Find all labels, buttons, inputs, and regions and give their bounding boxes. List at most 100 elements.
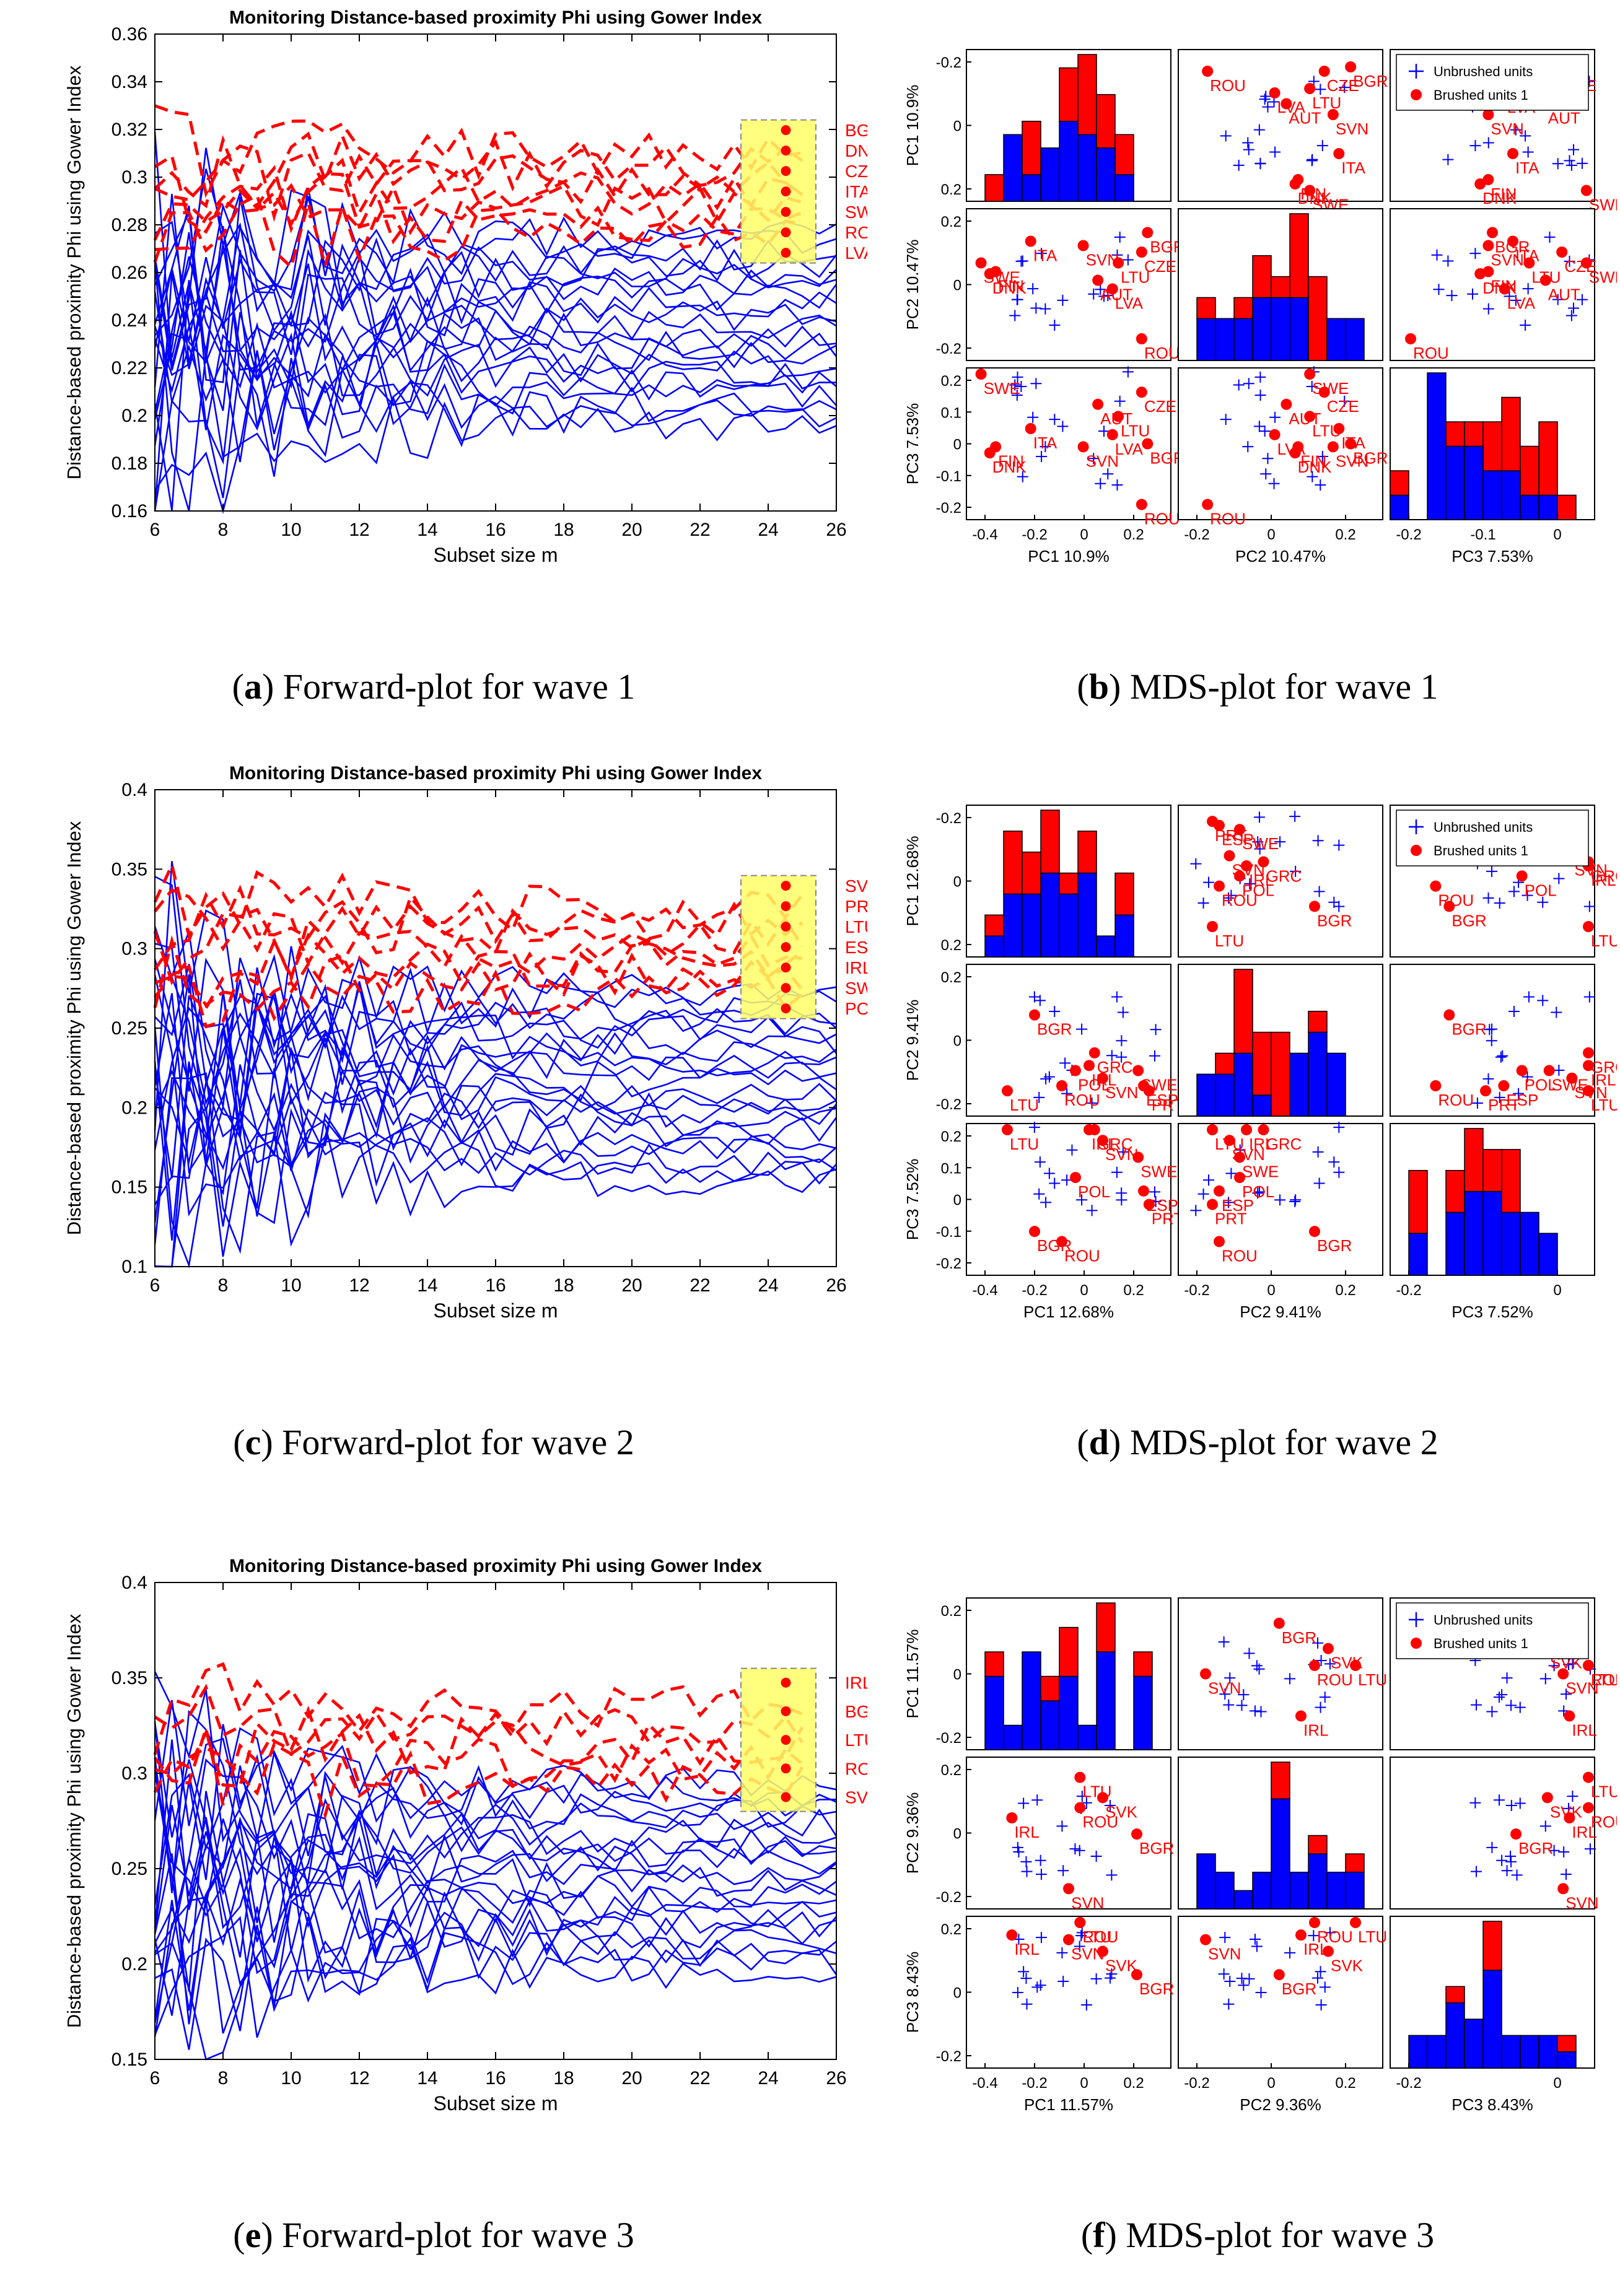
- caption-text: MDS-plot for wave 2: [1121, 1422, 1438, 1462]
- x-tick-label: 8: [218, 1275, 229, 1296]
- brushed-point: [1006, 1929, 1018, 1941]
- brushed-point: [1113, 411, 1124, 422]
- end-label-svn: SVN: [845, 1788, 867, 1807]
- end-label-swe: SWE: [845, 979, 867, 998]
- unbrushed-point: [1150, 1024, 1162, 1036]
- y-tick-label: 0.34: [112, 72, 147, 92]
- unbrushed-point: [1324, 1658, 1336, 1670]
- brushed-point: [1002, 1124, 1013, 1135]
- y-tick-label: 0.4: [121, 780, 147, 800]
- unbrushed-point: [1122, 254, 1134, 266]
- brushed-point: [1088, 1124, 1100, 1135]
- unbrushed-point: [1090, 1851, 1102, 1862]
- brushed-point: [1566, 1072, 1578, 1084]
- brushed-point: [1074, 1771, 1086, 1783]
- unbrushed-point: [1253, 811, 1265, 823]
- end-label-dnk: DNK: [845, 141, 867, 160]
- unbrushed-point: [1036, 248, 1048, 260]
- point-label-pol: POL: [1242, 881, 1274, 899]
- brushed-point: [1138, 1185, 1149, 1197]
- brushed-point: [1136, 333, 1147, 344]
- hist-bar-brushed: [984, 174, 1004, 202]
- unbrushed-point: [1521, 889, 1533, 901]
- unbrushed-point: [1319, 1981, 1331, 1993]
- hist-bar-brushed: [1022, 851, 1041, 895]
- brushed-point: [1070, 1172, 1081, 1184]
- y-tick-label: 0.15: [112, 1177, 147, 1198]
- brushed-point: [1074, 1802, 1086, 1814]
- brushed-point: [1487, 227, 1498, 238]
- unbrushed-point: [1254, 843, 1266, 855]
- hist-bar-unbrushed: [1196, 1073, 1216, 1117]
- unbrushed-point: [1537, 896, 1549, 908]
- unbrushed-point: [1075, 1930, 1087, 1942]
- point-label-swe: SWE: [1312, 379, 1349, 398]
- point-label-esp: ESP: [1146, 1196, 1178, 1215]
- hist-bar-unbrushed: [1077, 872, 1097, 958]
- point-label-ltu: LTU: [1591, 1096, 1617, 1114]
- unbrushed-point: [1036, 450, 1048, 462]
- hist-bar-unbrushed: [1022, 1651, 1041, 1750]
- point-label-ita: ITA: [1341, 159, 1365, 177]
- brushed-point: [1269, 429, 1281, 440]
- point-label-esp: ESP: [1506, 1091, 1538, 1109]
- unbrushed-trajectories: [154, 132, 838, 514]
- unbrushed-point: [1486, 1035, 1497, 1047]
- unbrushed-line: [154, 357, 837, 512]
- hist-bar-unbrushed: [1326, 1872, 1346, 1910]
- unbrushed-point: [1521, 1071, 1533, 1083]
- y-tick-label: 0.4: [121, 1573, 147, 1593]
- y-tick-label: 0.2: [941, 181, 961, 198]
- unbrushed-point: [1088, 453, 1100, 465]
- unbrushed-point: [1290, 865, 1302, 877]
- unbrushed-point: [1558, 1846, 1570, 1857]
- brushed-point: [1295, 1929, 1307, 1941]
- point-label-lva: LVA: [1115, 440, 1144, 458]
- unbrushed-line: [155, 1106, 837, 1268]
- x-tick-label: 6: [150, 2068, 160, 2089]
- brushed-endpoint: [781, 1735, 791, 1745]
- brushed-line: [154, 131, 803, 209]
- unbrushed-point: [1218, 1968, 1230, 1980]
- unbrushed-point: [1584, 1843, 1596, 1855]
- hist-bar-brushed: [1445, 1169, 1465, 1213]
- col-axis-label: PC2 9.41%: [1240, 1303, 1321, 1321]
- brushed-point: [1025, 235, 1036, 247]
- brushed-point: [1580, 257, 1592, 269]
- unbrushed-point: [1565, 159, 1577, 171]
- forward-plot-c: Monitoring Distance-based proximity Phi …: [63, 763, 867, 1322]
- unbrushed-point: [1510, 124, 1521, 136]
- y-tick-label: 0.2: [941, 1762, 961, 1779]
- unbrushed-point: [1471, 1699, 1482, 1711]
- y-tick-label: 0.2: [941, 969, 961, 986]
- row-axis-label: PC3 7.52%: [903, 1159, 922, 1241]
- point-label-aut: AUT: [1289, 109, 1321, 128]
- brushed-point: [1097, 1792, 1108, 1804]
- caption-text: Forward-plot for wave 3: [273, 2215, 634, 2255]
- brushed-point: [1234, 824, 1245, 836]
- unbrushed-point: [1043, 1071, 1055, 1083]
- hist-bar-unbrushed: [1233, 1052, 1253, 1117]
- unbrushed-point: [1057, 294, 1069, 306]
- unbrushed-point: [1552, 294, 1564, 305]
- brushed-point: [1025, 423, 1036, 434]
- brushed-point: [1097, 1945, 1108, 1957]
- unbrushed-point: [1553, 873, 1565, 884]
- brushed-point: [1106, 283, 1118, 295]
- brushed-endpoint: [781, 983, 791, 993]
- unbrushed-point: [1583, 991, 1595, 1003]
- y-tick-label: 0.24: [112, 310, 147, 331]
- hist-bar-unbrushed: [1271, 297, 1290, 361]
- unbrushed-point: [1220, 414, 1232, 426]
- y-tick-label: 0.1: [941, 404, 961, 421]
- plot-title: Monitoring Distance-based proximity Phi …: [229, 1556, 762, 1576]
- caption-e: (e) Forward-plot for wave 3: [233, 2215, 634, 2255]
- hist-bar-unbrushed: [1390, 494, 1409, 520]
- caption-text: Forward-plot for wave 2: [273, 1422, 634, 1462]
- x-tick-label: 0: [1553, 1282, 1561, 1299]
- unbrushed-point: [1446, 290, 1458, 302]
- hist-bar-brushed: [1233, 297, 1253, 320]
- brushed-point: [1507, 148, 1518, 159]
